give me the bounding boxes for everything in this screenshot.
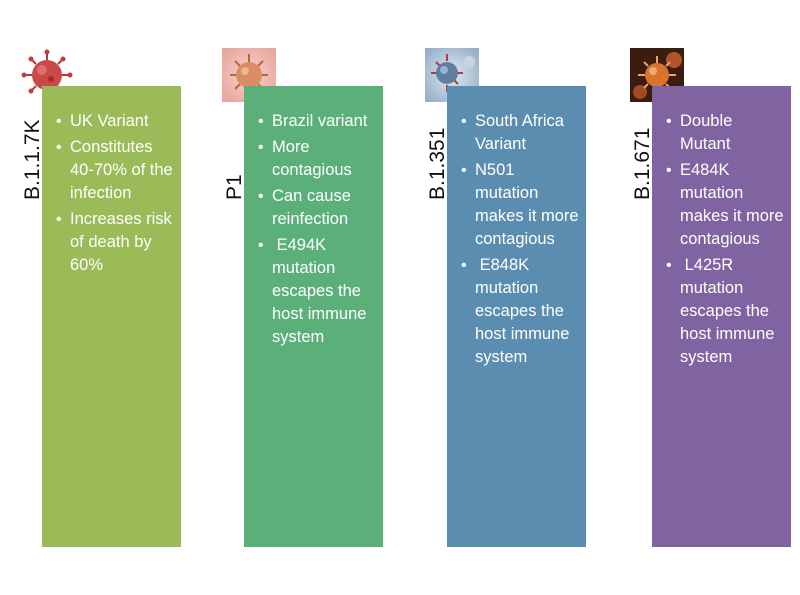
coronavirus-red-icon <box>20 48 74 102</box>
variant-column-b117k: B.1.1.7K UK Variant Constitutes 40-70% o… <box>20 0 220 595</box>
variant-column-b1351: B.1.351 South Africa Variant N501 mutati… <box>425 0 625 595</box>
bullet-item: South Africa Variant <box>455 110 580 156</box>
variant-panel: South Africa Variant N501 mutation makes… <box>447 86 586 547</box>
bullet-item: E848K mutation escapes the host immune s… <box>455 254 580 369</box>
bullet-item: Increases risk of death by 60% <box>50 208 175 277</box>
bullet-item: Brazil variant <box>252 110 377 133</box>
variant-panel: Brazil variant More contagious Can cause… <box>244 86 383 547</box>
bullet-item: Can cause reinfection <box>252 185 377 231</box>
bullet-item: Constitutes 40-70% of the infection <box>50 136 175 205</box>
bullet-item: L425R mutation escapes the host immune s… <box>660 254 785 369</box>
bullet-item: E494K mutation escapes the host immune s… <box>252 234 377 349</box>
bullet-item: E484K mutation makes it more contagious <box>660 159 785 251</box>
variant-panel: UK Variant Constitutes 40-70% of the inf… <box>42 86 181 547</box>
variant-column-b1671: B.1.671 Double Mutant E484K mutation mak… <box>630 0 800 595</box>
bullet-item: Double Mutant <box>660 110 785 156</box>
variant-panel: Double Mutant E484K mutation makes it mo… <box>652 86 791 547</box>
bullet-item: N501 mutation makes it more contagious <box>455 159 580 251</box>
bullet-item: UK Variant <box>50 110 175 133</box>
bullet-item: More contagious <box>252 136 377 182</box>
variant-column-p1: P1 Brazil variant More contagious Can ca… <box>222 0 422 595</box>
